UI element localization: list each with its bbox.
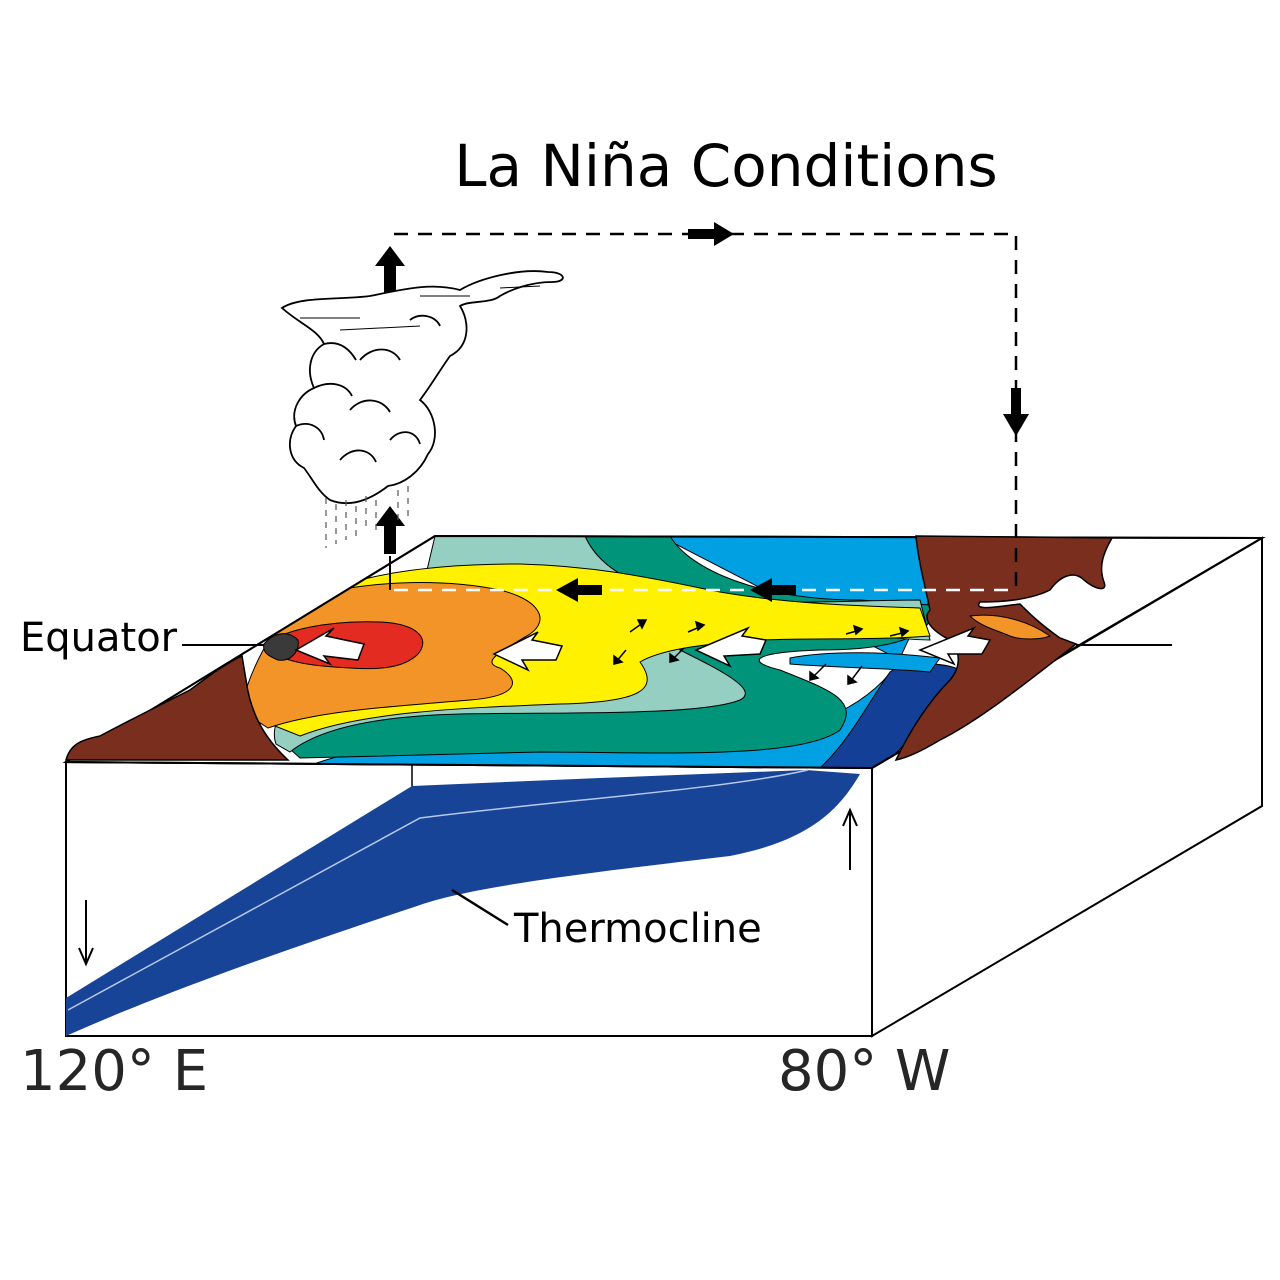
wind-arrows bbox=[294, 626, 992, 672]
longitude-west-label: 120° E bbox=[20, 1039, 208, 1104]
current-arrow-icon bbox=[889, 626, 910, 638]
circulation-arrow-icon bbox=[688, 222, 734, 246]
circulation-arrow-icon bbox=[750, 578, 796, 602]
current-arrows bbox=[613, 619, 910, 685]
thermocline-layer bbox=[66, 769, 860, 1036]
upwelling-arrow-icon bbox=[842, 807, 858, 870]
current-arrow-icon bbox=[669, 647, 685, 663]
current-arrow-icon bbox=[809, 663, 827, 681]
longitude-east-label: 80° W bbox=[778, 1039, 950, 1104]
wind-arrow-icon bbox=[694, 626, 768, 668]
wind-arrow-icon bbox=[294, 627, 366, 666]
circulation-arrow-icon bbox=[556, 578, 602, 602]
thermocline-line bbox=[67, 769, 809, 1011]
land-indonesia-island bbox=[263, 633, 299, 661]
land-central-america bbox=[968, 614, 1052, 640]
rain-icon bbox=[325, 486, 409, 548]
circulation-arrow-icon bbox=[375, 246, 405, 296]
downwelling-arrow-icon bbox=[78, 900, 94, 967]
wind-arrow-icon bbox=[492, 631, 564, 672]
diagram-title: La Niña Conditions bbox=[454, 132, 998, 200]
land-masses bbox=[65, 535, 1114, 762]
current-arrow-icon bbox=[687, 620, 706, 633]
equator-label: Equator bbox=[20, 615, 178, 661]
current-arrow-icon bbox=[613, 649, 627, 665]
circulation-arrow-icon bbox=[1003, 388, 1029, 436]
sst-cold-tongue bbox=[789, 652, 941, 673]
cloud-icon bbox=[280, 270, 564, 504]
thermocline-leader bbox=[451, 888, 509, 927]
circulation-arrow-icon bbox=[375, 506, 405, 554]
wind-arrow-icon bbox=[918, 626, 992, 666]
current-arrow-icon bbox=[629, 619, 648, 633]
thermocline-label: Thermocline bbox=[513, 906, 762, 952]
land-asia-australia bbox=[65, 654, 290, 761]
thermocline-band bbox=[66, 770, 860, 1036]
current-arrow-icon bbox=[845, 624, 864, 636]
current-arrow-icon bbox=[847, 665, 863, 685]
